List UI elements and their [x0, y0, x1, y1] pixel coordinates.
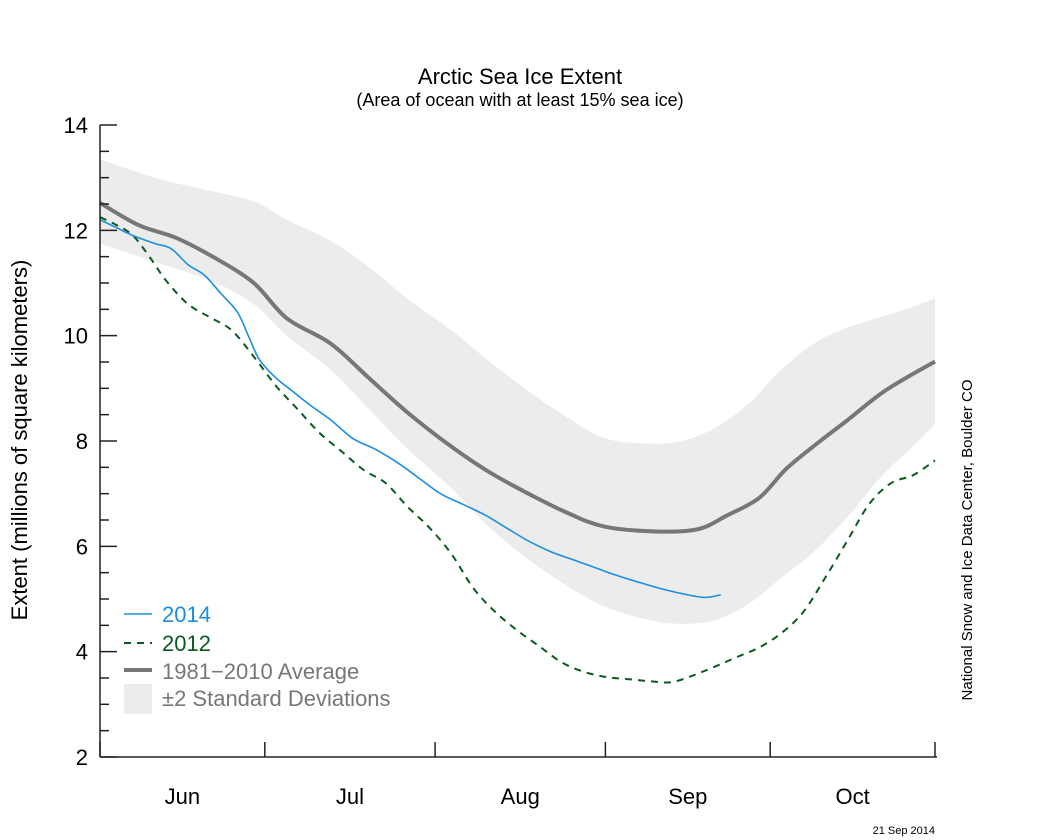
legend-label-2014: 2014	[162, 602, 211, 627]
x-tick-label: Jul	[336, 784, 364, 809]
axes: 2 4 6 8 10 12 14 Jun Jul Aug Sep Oct	[64, 113, 937, 809]
series-2014-line	[99, 219, 721, 599]
date-stamp: 21 Sep 2014	[873, 825, 935, 837]
chart-title: Arctic Sea Ice Extent	[418, 64, 622, 89]
x-tick-label: Sep	[668, 784, 707, 809]
legend-label-average: 1981−2010 Average	[162, 659, 359, 684]
legend-swatch-band	[124, 684, 152, 714]
x-tick-label: Oct	[835, 784, 869, 809]
y-tick-label: 14	[64, 113, 88, 138]
y-tick-label: 6	[76, 534, 88, 559]
chart-subtitle: (Area of ocean with at least 15% sea ice…	[356, 90, 683, 110]
x-tick-label: Jun	[165, 784, 200, 809]
band-layer	[100, 159, 935, 624]
series-layer	[98, 201, 937, 684]
y-tick-label: 8	[76, 429, 88, 454]
y-axis-label: Extent (millions of square kilometers)	[7, 260, 32, 621]
y-tick-label: 2	[76, 745, 88, 770]
y-tick-label: 10	[64, 324, 88, 349]
y-tick-label: 4	[76, 640, 88, 665]
legend: 2014 2012 1981−2010 Average ±2 Standard …	[124, 602, 391, 714]
y-tick-label: 12	[64, 218, 88, 243]
series-average-line	[98, 201, 937, 534]
legend-label-band: ±2 Standard Deviations	[162, 686, 391, 711]
x-tick-label: Aug	[501, 784, 540, 809]
credit-label: National Snow and Ice Data Center, Bould…	[959, 379, 976, 700]
legend-label-2012: 2012	[162, 631, 211, 656]
std-dev-band	[100, 159, 935, 624]
